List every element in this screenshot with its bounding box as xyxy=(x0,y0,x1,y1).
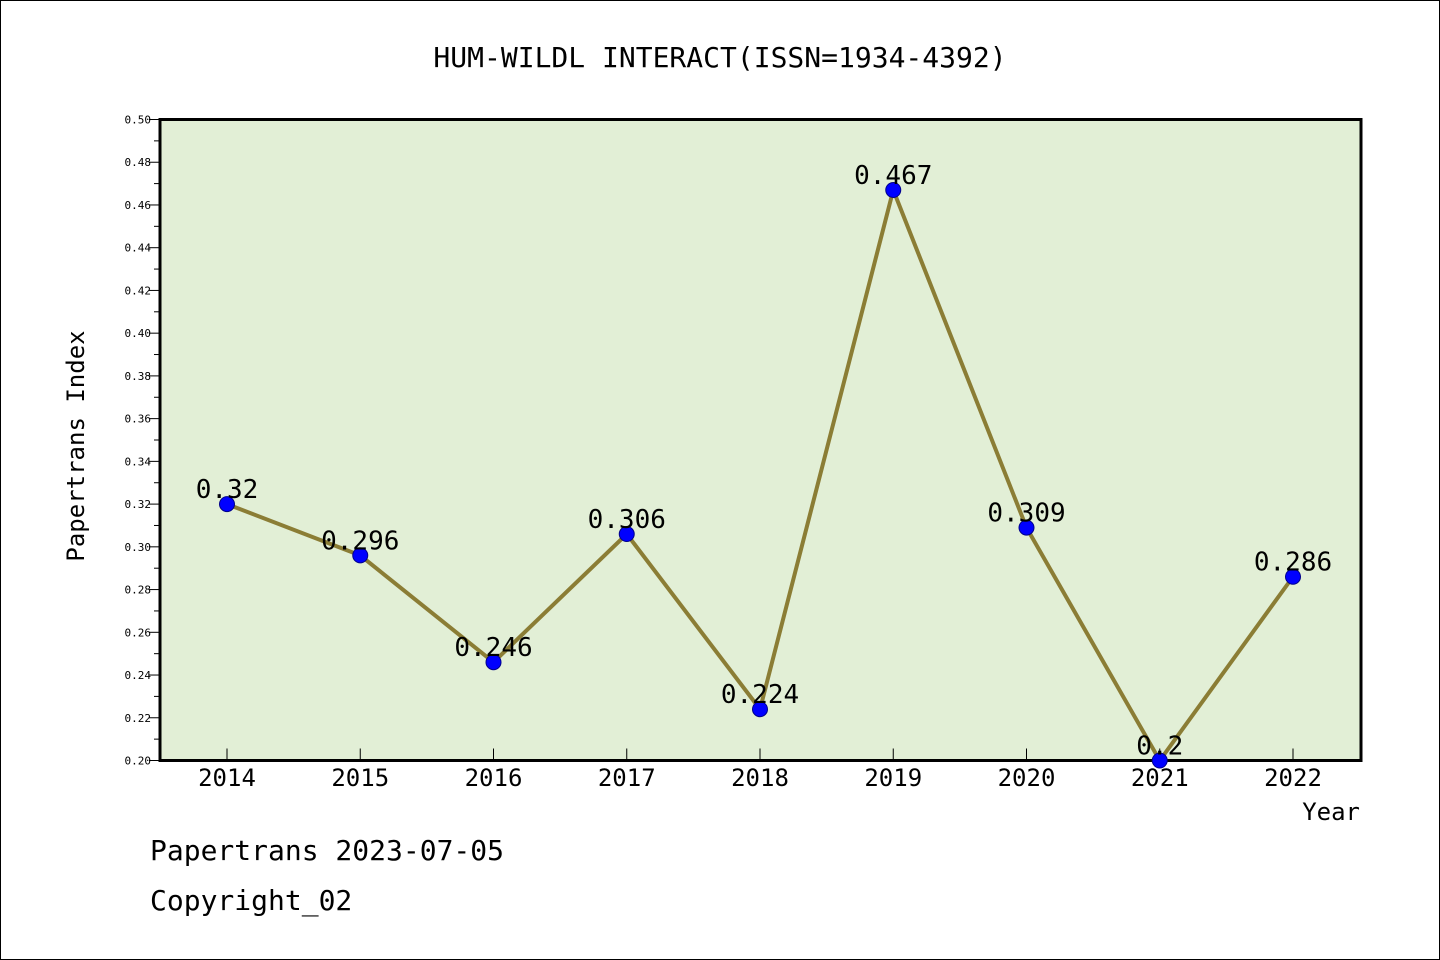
y-tick-label: 0.22 xyxy=(125,712,152,725)
data-point xyxy=(885,182,902,199)
footer-copyright-text: Copyright_02 xyxy=(150,884,353,917)
x-tick-label: 2014 xyxy=(198,764,256,792)
y-tick-label: 0.26 xyxy=(125,626,152,639)
data-label: 0.286 xyxy=(1254,548,1332,578)
x-tick-label: 2015 xyxy=(331,764,389,792)
x-tick-label: 2018 xyxy=(731,764,789,792)
data-label: 0.246 xyxy=(454,633,532,663)
y-axis: 0.20 0.22 0.24 0.26 0.28 0.30 0.32 0.34 0.36 0.38… xyxy=(125,114,160,768)
data-markers xyxy=(219,182,1301,769)
data-point xyxy=(1018,519,1035,536)
y-tick-label: 0.34 xyxy=(125,455,152,468)
data-label: 0.306 xyxy=(588,505,666,535)
y-tick-label: 0.20 xyxy=(125,755,152,768)
data-point xyxy=(485,654,502,671)
data-label: 0.32 xyxy=(196,475,259,505)
x-tick-label: 2016 xyxy=(465,764,523,792)
x-tick-label: 2021 xyxy=(1131,764,1189,792)
y-axis-label: Papertrans Index xyxy=(62,330,90,561)
x-axis-label: Year xyxy=(1302,798,1360,826)
footer-date-text: Papertrans 2023-07-05 xyxy=(150,834,505,867)
data-label: 0.296 xyxy=(321,526,399,556)
y-tick-label: 0.40 xyxy=(125,327,152,340)
data-label: 0.309 xyxy=(987,499,1065,529)
data-point xyxy=(752,701,768,718)
data-point xyxy=(618,526,635,543)
data-label: 0.2 xyxy=(1136,732,1183,762)
y-tick-label: 0.50 xyxy=(125,114,152,127)
y-tick-label: 0.38 xyxy=(125,370,152,383)
data-point xyxy=(352,547,369,564)
data-label: 0.467 xyxy=(854,161,932,191)
data-point xyxy=(1151,752,1168,769)
x-tick-label: 2020 xyxy=(998,764,1056,792)
y-tick-label: 0.24 xyxy=(125,669,152,682)
x-tick-label: 2019 xyxy=(864,764,922,792)
y-tick-label: 0.46 xyxy=(125,199,152,212)
y-tick-label: 0.42 xyxy=(125,284,152,297)
x-tick-label: 2022 xyxy=(1264,764,1322,792)
data-label: 0.224 xyxy=(721,680,799,710)
chart-title: HUM-WILDL INTERACT(ISSN=1934-4392) xyxy=(433,41,1006,74)
data-point xyxy=(219,496,235,513)
y-tick-label: 0.44 xyxy=(125,242,152,255)
data-point xyxy=(1285,568,1301,585)
y-tick-label: 0.48 xyxy=(125,156,152,169)
x-tick-label: 2017 xyxy=(598,764,656,792)
y-tick-label: 0.28 xyxy=(125,584,152,597)
y-tick-label: 0.32 xyxy=(125,498,152,511)
y-tick-label: 0.36 xyxy=(125,413,152,426)
x-axis: 2014 2015 2016 2017 2018 2019 2020 2021 2022 xyxy=(198,748,1322,792)
y-tick-label: 0.30 xyxy=(125,541,152,554)
plot-area xyxy=(158,118,1363,762)
data-labels: 0.32 0.296 0.246 0.306 0.224 0.467 0.309 0.2 0.2… xyxy=(196,161,1332,761)
